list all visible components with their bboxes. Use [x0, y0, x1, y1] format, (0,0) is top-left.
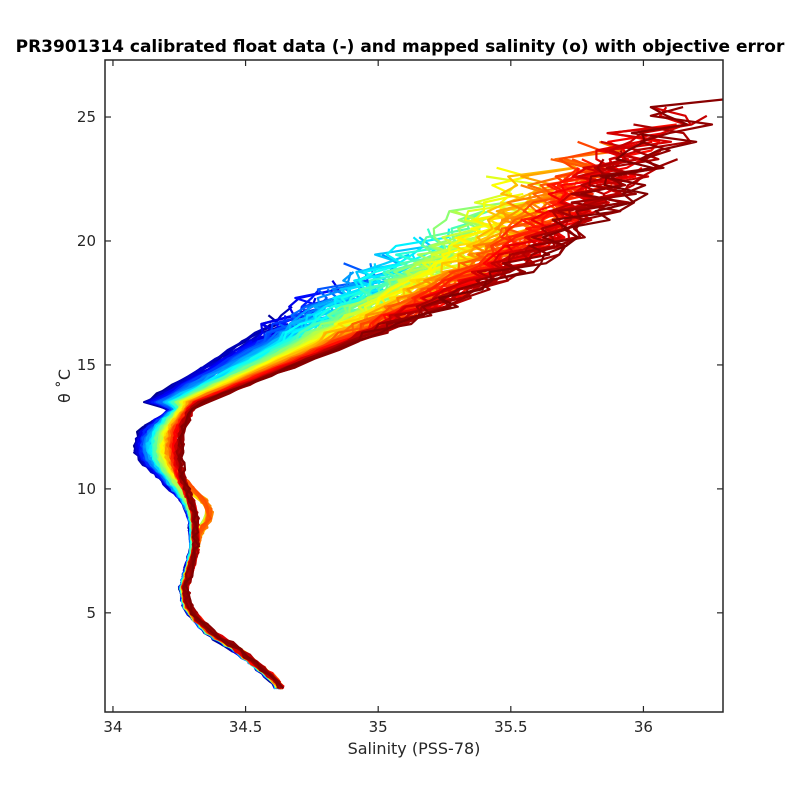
- x-tick-label: 34: [103, 718, 122, 736]
- y-tick-label: 20: [77, 232, 96, 250]
- x-tick-label: 34.5: [229, 718, 262, 736]
- y-tick-label: 10: [77, 480, 96, 498]
- x-tick-label: 35.5: [494, 718, 527, 736]
- y-tick-label: 25: [77, 108, 96, 126]
- x-tick-label: 36: [634, 718, 653, 736]
- chart-title: PR3901314 calibrated float data (-) and …: [16, 37, 785, 57]
- y-tick-label: 15: [77, 356, 96, 374]
- y-tick-label: 5: [86, 604, 96, 622]
- axis-ticks: 34 34.5 35 35.5 36 5 10 15 20 25: [77, 60, 723, 736]
- profile-line: [178, 132, 654, 690]
- plot-frame: [104, 59, 724, 713]
- profile-lines: [132, 90, 723, 690]
- x-axis-label: Salinity (PSS-78): [348, 739, 481, 758]
- x-tick-label: 35: [369, 718, 388, 736]
- y-axis-label: θ ˚C: [55, 369, 74, 403]
